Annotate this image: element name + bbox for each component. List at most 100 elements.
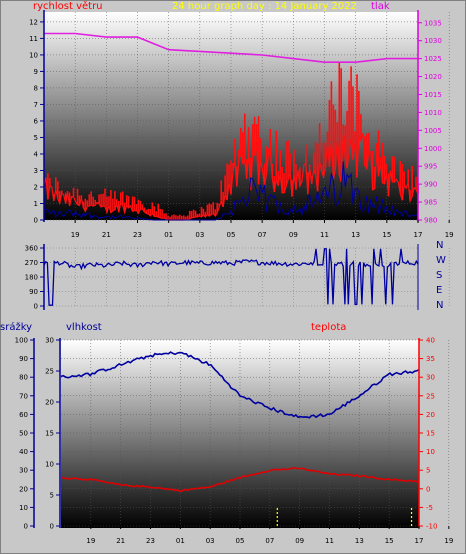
rain-axis-title: srážky bbox=[0, 321, 32, 333]
temperature-y-tick-label: 40 bbox=[426, 337, 435, 345]
humidity-y-tick-label: 10 bbox=[45, 461, 54, 469]
humidity-x-tick-label: 05 bbox=[236, 537, 245, 545]
temperature-axis-title: teplota bbox=[311, 322, 346, 333]
pressure-axis-title: tlak bbox=[371, 1, 390, 12]
wind-x-tick-label: 23 bbox=[133, 231, 142, 239]
rain-y-tick-label: 50 bbox=[19, 430, 28, 438]
wind-x-tick-label: 07 bbox=[258, 231, 267, 239]
compass-label: E bbox=[436, 285, 442, 296]
rain-y-tick-label: 20 bbox=[19, 485, 28, 493]
pressure-y-tick-label: 1015 bbox=[424, 91, 442, 99]
pressure-line bbox=[44, 32, 418, 63]
compass-label: S bbox=[436, 270, 442, 281]
humidity-x-tick-label: 21 bbox=[116, 537, 125, 545]
panel-direction-series bbox=[43, 248, 419, 306]
humidity-x-tick-label: 15 bbox=[385, 537, 394, 545]
wind-y-tick-label: 0 bbox=[34, 217, 38, 225]
wind-min-line bbox=[44, 161, 419, 221]
temperature-y-tick-label: 5 bbox=[426, 467, 430, 475]
humidity-x-tick-label: 19 bbox=[86, 537, 95, 545]
wind-speed-line bbox=[43, 129, 419, 221]
pressure-y-tick-label: 990 bbox=[424, 181, 437, 189]
temperature-y-tick-label: 30 bbox=[426, 374, 435, 382]
rain-y-tick-label: 80 bbox=[19, 374, 28, 382]
wind-x-tick-label: 17 bbox=[414, 231, 423, 239]
wind-y-tick-label: 2 bbox=[34, 183, 38, 191]
compass-label: W bbox=[436, 255, 446, 266]
pressure-axis: 980 985 990 995 1000 1005 1010 1015 1020 1025 1030… bbox=[418, 19, 442, 225]
rain-y-tick-label: 70 bbox=[19, 392, 28, 400]
humidity-x-tick-label: 09 bbox=[295, 537, 304, 545]
wind-x-tick-label: 11 bbox=[320, 231, 329, 239]
chart-title: 24 hour graph day : 14 January 2022 bbox=[172, 1, 357, 12]
wind-x-tick-label: 19 bbox=[71, 231, 80, 239]
temperature-y-tick-label: 10 bbox=[426, 448, 435, 456]
humidity-x-tick-label: 11 bbox=[325, 537, 334, 545]
wind-axis-title: rychlost větru bbox=[33, 0, 103, 12]
wind-y-tick-label: 3 bbox=[34, 167, 38, 175]
wind-gust-bars bbox=[47, 62, 419, 220]
wind-x-tick-label: 05 bbox=[227, 231, 236, 239]
panel-wind-x-axis: 192123010305070911131517192123 bbox=[71, 220, 454, 239]
temperature-y-tick-label: 35 bbox=[426, 355, 435, 363]
humidity-x-tick-label: 19 bbox=[444, 537, 453, 545]
temperature-y-tick-label: 15 bbox=[426, 430, 435, 438]
temperature-y-tick-label: -5 bbox=[426, 504, 433, 512]
wind-x-tick-label: 15 bbox=[382, 231, 391, 239]
rain-y-tick-label: 10 bbox=[19, 504, 28, 512]
panel-direction-grid bbox=[44, 247, 450, 307]
pressure-y-tick-label: 995 bbox=[424, 163, 437, 171]
humidity-y-tick-label: 20 bbox=[45, 399, 54, 407]
pressure-y-tick-label: 1005 bbox=[424, 127, 442, 135]
rain-y-tick-label: 100 bbox=[15, 337, 28, 345]
direction-axis: 0 90 180 270 360 bbox=[25, 245, 44, 311]
wind-x-tick-label: 19 bbox=[445, 231, 454, 239]
humidity-x-tick-label: 07 bbox=[265, 537, 274, 545]
wind-y-tick-label: 6 bbox=[34, 117, 39, 125]
temperature-y-tick-label: 20 bbox=[426, 411, 435, 419]
humidity-y-tick-label: 30 bbox=[45, 337, 54, 345]
direction-y-tick-label: 90 bbox=[29, 288, 38, 296]
humidity-x-tick-label: 01 bbox=[176, 537, 185, 545]
pressure-y-tick-label: 985 bbox=[424, 199, 437, 207]
temperature-y-tick-label: 0 bbox=[426, 485, 430, 493]
wind-x-tick-label: 13 bbox=[351, 231, 360, 239]
pressure-y-tick-label: 1025 bbox=[424, 55, 442, 63]
humidity-x-tick-label: 03 bbox=[206, 537, 215, 545]
rain-y-tick-label: 40 bbox=[19, 448, 28, 456]
humidity-axis-title: vlhkost bbox=[66, 322, 102, 333]
temperature-line bbox=[60, 467, 420, 493]
wind-y-tick-label: 4 bbox=[34, 150, 39, 158]
humidity-line bbox=[60, 351, 420, 419]
wind-y-tick-label: 9 bbox=[34, 68, 38, 76]
humidity-y-tick-label: 15 bbox=[45, 430, 54, 438]
rain-y-tick-label: 60 bbox=[19, 411, 28, 419]
pressure-y-tick-label: 1030 bbox=[424, 37, 442, 45]
rain-axis: 0 10 20 30 40 50 60 70 80 90 100 bbox=[15, 337, 34, 531]
temperature-axis: -10 -5 0 5 10 15 20 25 30 35 40 bbox=[419, 337, 437, 531]
temperature-y-tick-label: -10 bbox=[426, 523, 437, 531]
humidity-y-tick-label: 5 bbox=[50, 492, 54, 500]
wind-direction-line bbox=[43, 248, 419, 306]
humidity-axis: 0 5 10 15 20 25 30 bbox=[45, 337, 60, 531]
rain-y-tick-label: 90 bbox=[19, 355, 28, 363]
panel-humidity-grid bbox=[61, 339, 450, 527]
wind-x-tick-label: 01 bbox=[164, 231, 173, 239]
compass-label: N bbox=[436, 300, 443, 311]
humidity-y-tick-label: 0 bbox=[50, 523, 54, 531]
wind-y-tick-label: 8 bbox=[34, 84, 38, 92]
temperature-y-tick-label: 25 bbox=[426, 392, 435, 400]
wind-y-tick-label: 10 bbox=[29, 51, 38, 59]
humidity-x-tick-label: 23 bbox=[146, 537, 155, 545]
direction-y-tick-label: 0 bbox=[34, 303, 38, 311]
rain-y-tick-label: 30 bbox=[19, 467, 28, 475]
wind-x-tick-label: 09 bbox=[289, 231, 298, 239]
wind-y-tick-label: 12 bbox=[29, 18, 38, 26]
wind-y-tick-label: 11 bbox=[29, 35, 38, 43]
panel-humidity-series bbox=[60, 351, 420, 526]
pressure-y-tick-label: 1000 bbox=[424, 145, 442, 153]
direction-y-tick-label: 270 bbox=[25, 259, 38, 267]
rain-y-tick-label: 0 bbox=[24, 523, 28, 531]
compass-label: N bbox=[436, 240, 443, 251]
